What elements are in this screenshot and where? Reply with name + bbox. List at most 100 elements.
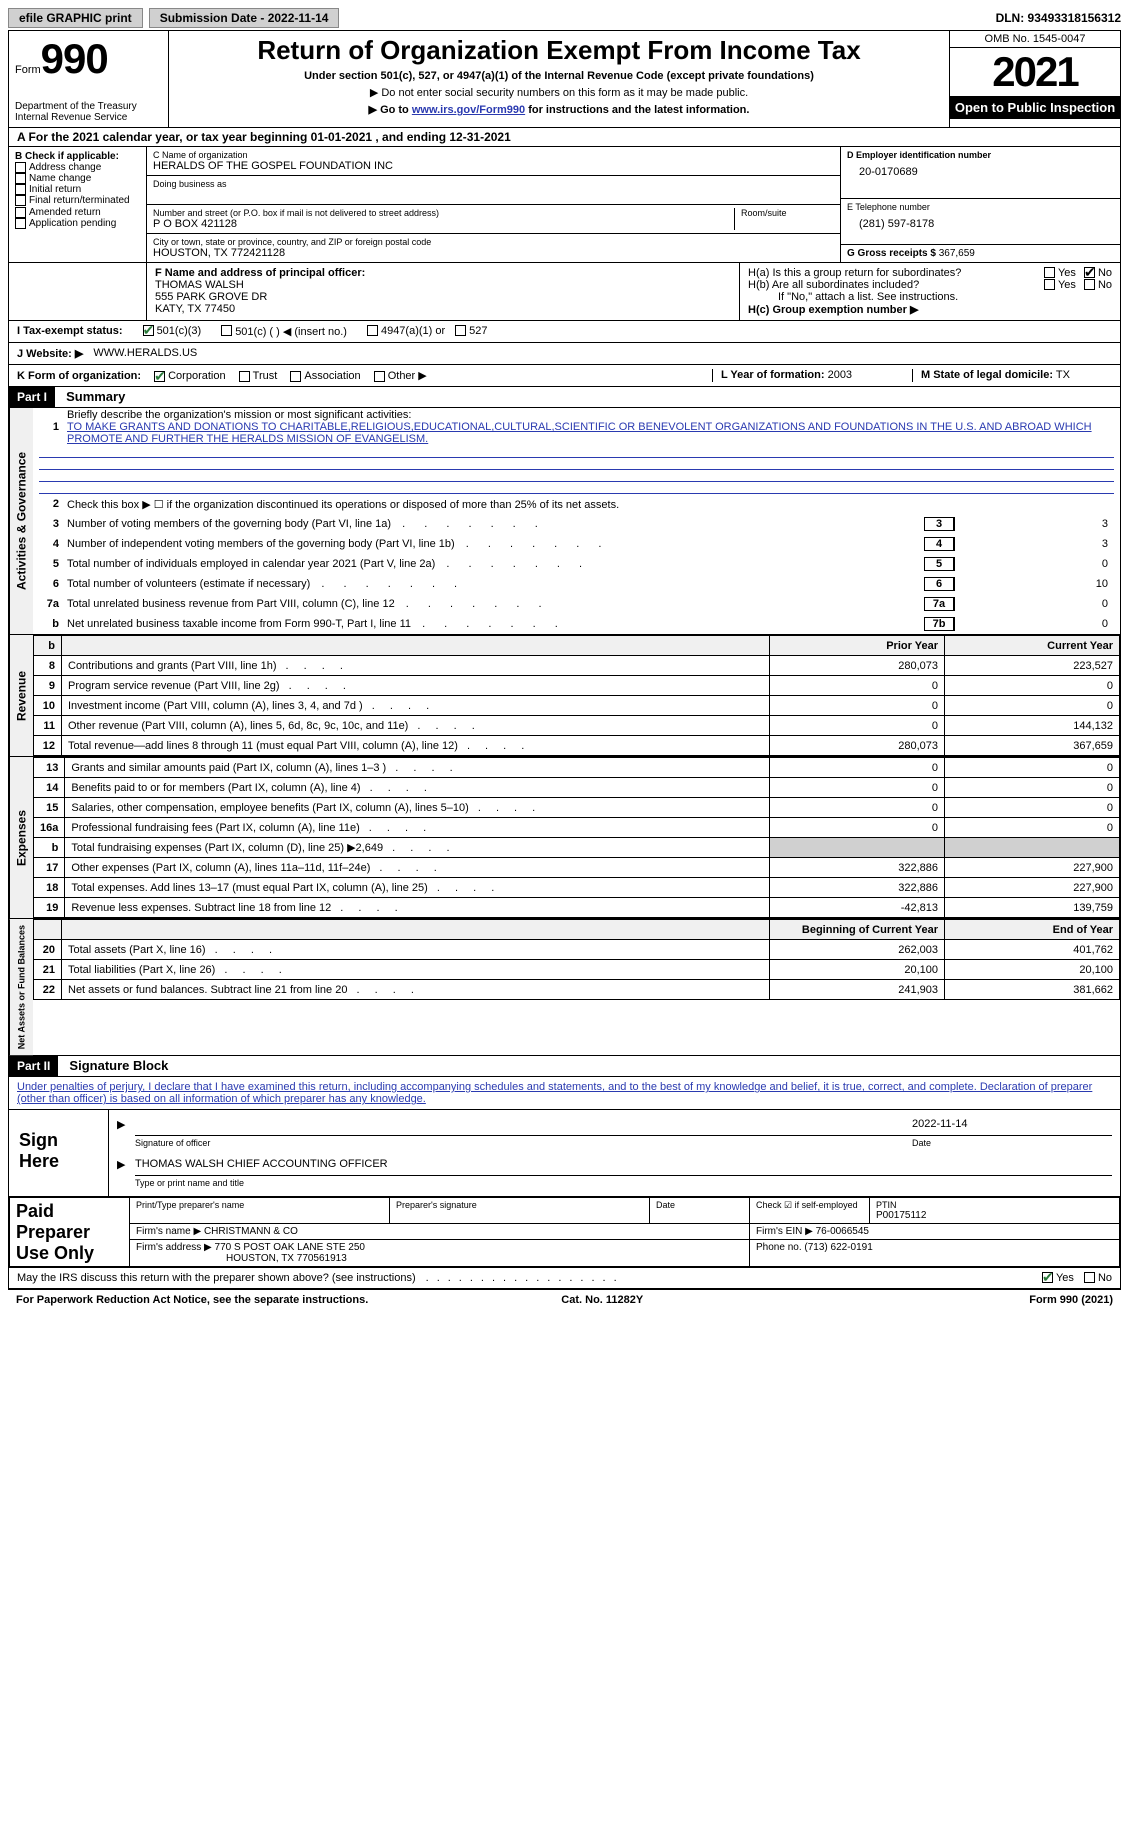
phone: (281) 597-8178 <box>847 212 1114 230</box>
year-formation: 2003 <box>828 369 852 381</box>
form-org-label: K Form of organization: <box>17 370 141 382</box>
dln: DLN: 93493318156312 <box>996 11 1121 25</box>
cb-assoc[interactable] <box>290 371 301 382</box>
footer-right: Form 990 (2021) <box>1029 1294 1113 1306</box>
addr-label: Number and street (or P.O. box if mail i… <box>153 208 734 218</box>
org-name-label: C Name of organization <box>153 150 834 160</box>
officer-type-label: Type or print name and title <box>135 1178 1112 1188</box>
form-number: 990 <box>41 35 108 82</box>
tax-year: 2021 <box>950 48 1120 96</box>
form-label: Form <box>15 64 41 76</box>
cb-527[interactable] <box>455 325 466 336</box>
cb-name-change[interactable] <box>15 173 26 184</box>
officer-addr2: KATY, TX 77450 <box>155 303 731 315</box>
submission-date: Submission Date - 2022-11-14 <box>149 8 340 28</box>
part2-title: Signature Block <box>61 1055 176 1076</box>
website: WWW.HERALDS.US <box>93 347 197 360</box>
cb-initial-return[interactable] <box>15 184 26 195</box>
revenue-section: Revenue bPrior YearCurrent Year 8Contrib… <box>8 635 1121 757</box>
section-b-label: B Check if applicable: <box>15 151 140 162</box>
officer-addr1: 555 PARK GROVE DR <box>155 291 731 303</box>
period-row: A For the 2021 calendar year, or tax yea… <box>8 128 1121 147</box>
expenses-section: Expenses 13Grants and similar amounts pa… <box>8 757 1121 919</box>
cb-final-return[interactable] <box>15 195 26 206</box>
cb-other[interactable] <box>374 371 385 382</box>
vtab-netassets: Net Assets or Fund Balances <box>9 919 33 1055</box>
tax-status-row: I Tax-exempt status: 501(c)(3) 501(c) ( … <box>8 321 1121 343</box>
firm-addr2: HOUSTON, TX 770561913 <box>136 1253 347 1264</box>
footer-mid: Cat. No. 11282Y <box>561 1294 643 1306</box>
form-subtitle: Under section 501(c), 527, or 4947(a)(1)… <box>175 70 943 82</box>
gross-label: G Gross receipts $ <box>847 248 936 259</box>
sig-officer-label: Signature of officer <box>135 1138 912 1148</box>
cb-ha-yes[interactable] <box>1044 267 1055 278</box>
part1-badge: Part I <box>9 387 55 407</box>
form-org-row: K Form of organization: Corporation Trus… <box>8 365 1121 387</box>
footer-left: For Paperwork Reduction Act Notice, see … <box>16 1294 368 1306</box>
hb-label: H(b) Are all subordinates included? <box>748 279 1044 291</box>
line1-text: TO MAKE GRANTS AND DONATIONS TO CHARITAB… <box>67 421 1092 445</box>
part2-header-row: Part II Signature Block <box>8 1056 1121 1077</box>
cb-may-irs-yes[interactable] <box>1042 1272 1053 1283</box>
netassets-section: Net Assets or Fund Balances Beginning of… <box>8 919 1121 1056</box>
line1-label: Briefly describe the organization's miss… <box>67 409 411 421</box>
vtab-activities: Activities & Governance <box>9 408 33 634</box>
officer-row: F Name and address of principal officer:… <box>8 263 1121 321</box>
cb-501c[interactable] <box>221 325 232 336</box>
part1-header-row: Part I Summary <box>8 387 1121 408</box>
city-label: City or town, state or province, country… <box>153 237 834 247</box>
may-irs-row: May the IRS discuss this return with the… <box>8 1268 1121 1289</box>
domicile: TX <box>1056 369 1070 381</box>
sign-here-block: Sign Here ▶ 2022-11-14 Signature of offi… <box>8 1110 1121 1197</box>
cb-501c3[interactable] <box>143 325 154 336</box>
footer: For Paperwork Reduction Act Notice, see … <box>8 1289 1121 1310</box>
org-name: HERALDS OF THE GOSPEL FOUNDATION INC <box>153 160 834 172</box>
irs-link[interactable]: www.irs.gov/Form990 <box>412 104 525 116</box>
hc-label: H(c) Group exemption number ▶ <box>748 303 1112 316</box>
topbar: efile GRAPHIC print Submission Date - 20… <box>8 8 1121 28</box>
form-title: Return of Organization Exempt From Incom… <box>175 35 943 66</box>
form-header: Form990 Department of the Treasury Inter… <box>8 30 1121 128</box>
cb-ha-no[interactable] <box>1084 267 1095 278</box>
cb-app-pending[interactable] <box>15 218 26 229</box>
vtab-expenses: Expenses <box>9 757 33 918</box>
firm-addr1: 770 S POST OAK LANE STE 250 <box>215 1242 365 1253</box>
domicile-label: M State of legal domicile: <box>921 369 1053 381</box>
line2: Check this box ▶ ☐ if the organization d… <box>67 498 1114 511</box>
dba-label: Doing business as <box>153 179 834 189</box>
part1-title: Summary <box>58 386 133 407</box>
firm-phone: (713) 622-0191 <box>804 1242 872 1253</box>
form-note2: ▶ Go to www.irs.gov/Form990 for instruct… <box>175 103 943 116</box>
cb-amended[interactable] <box>15 207 26 218</box>
cb-hb-yes[interactable] <box>1044 279 1055 290</box>
activities-section: Activities & Governance 1 Briefly descri… <box>8 408 1121 635</box>
date-label: Date <box>912 1138 1112 1148</box>
preparer-block: Paid Preparer Use Only Print/Type prepar… <box>8 1197 1121 1268</box>
cb-may-irs-no[interactable] <box>1084 1272 1095 1283</box>
part2-badge: Part II <box>9 1056 58 1076</box>
cb-address-change[interactable] <box>15 162 26 173</box>
addr: P O BOX 421128 <box>153 218 734 230</box>
website-row: J Website: ▶ WWW.HERALDS.US <box>8 343 1121 365</box>
officer-name-title: THOMAS WALSH CHIEF ACCOUNTING OFFICER <box>135 1158 388 1170</box>
cb-hb-no[interactable] <box>1084 279 1095 290</box>
cb-corp[interactable] <box>154 371 165 382</box>
efile-button[interactable]: efile GRAPHIC print <box>8 8 143 28</box>
ha-label: H(a) Is this a group return for subordin… <box>748 267 1044 279</box>
cb-4947[interactable] <box>367 325 378 336</box>
paid-preparer-label: Paid Preparer Use Only <box>10 1198 130 1267</box>
hb-note: If "No," attach a list. See instructions… <box>748 291 1112 303</box>
identity-grid: B Check if applicable: Address change Na… <box>8 147 1121 263</box>
dept: Department of the Treasury Internal Reve… <box>15 101 162 123</box>
sig-date: 2022-11-14 <box>912 1118 1112 1135</box>
firm-name: CHRISTMANN & CO <box>204 1226 298 1237</box>
city: HOUSTON, TX 772421128 <box>153 247 834 259</box>
inspection-badge: Open to Public Inspection <box>950 96 1120 119</box>
cb-trust[interactable] <box>239 371 250 382</box>
officer-label: F Name and address of principal officer: <box>155 267 731 279</box>
form-note1: ▶ Do not enter social security numbers o… <box>175 86 943 99</box>
phone-label: E Telephone number <box>847 202 1114 212</box>
sign-here-label: Sign Here <box>9 1110 109 1196</box>
website-label: J Website: ▶ <box>17 347 83 360</box>
firm-ein: 76-0066545 <box>816 1226 869 1237</box>
